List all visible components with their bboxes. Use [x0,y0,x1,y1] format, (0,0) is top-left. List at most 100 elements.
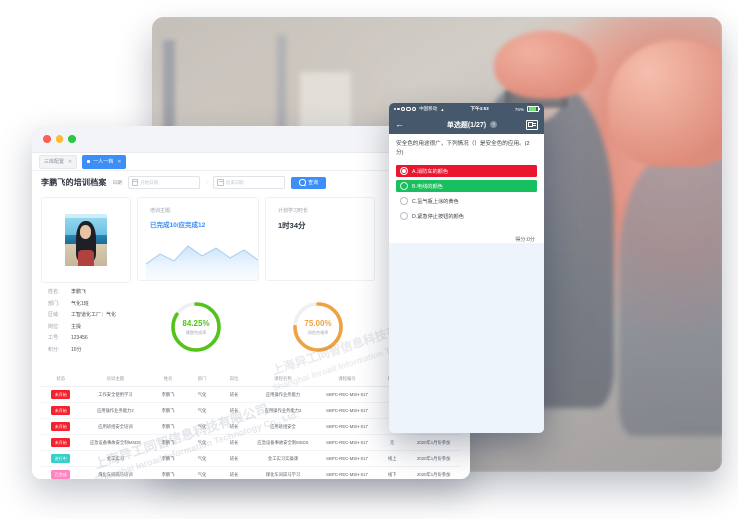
back-arrow-icon[interactable]: ← [395,119,404,129]
tab-label: 一人一档 [93,159,114,165]
radio-icon[interactable] [400,167,408,175]
close-icon[interactable]: ✕ [68,158,73,165]
cell-th: 应用班组安全培训 [80,418,151,435]
profile-info-list: 姓名: 李鹏飞 部门: 气化1班 区域: 工智道化工厂：气化 岗位: 主操 工号… [41,287,129,367]
profile-and-metrics-row: 姓名: 李鹏飞 部门: 气化1班 区域: 工智道化工厂：气化 岗位: 主操 工号… [32,283,470,367]
start-date-placeholder: 开始日期 [140,179,158,185]
pass-rate-card: 75.00% 测验合格率 [263,287,373,367]
col-theme: 培训主题 [80,371,151,387]
cell-cd: SBPC-REC-MSH-017 [315,386,379,403]
cell-ps: 班长 [218,386,251,403]
radio-icon[interactable] [400,182,408,190]
table-row[interactable]: 未开始 应急设备事故安全制MSDS 李鹏飞 气化 班长 应急设备事故安全制MSDS SBPC… [41,434,461,451]
cell-dp: 气化 [185,386,218,403]
search-icon [299,179,306,186]
answer-option-b[interactable]: B.电线的颜色 [396,180,537,192]
cell-cd: SBPC-REC-MSH-017 [315,402,379,419]
help-icon[interactable]: ? [490,121,497,128]
answer-card-icon[interactable] [526,119,538,130]
phone-mockup: 中国移动 ▲ 下午4:53 76% ← 单选题(1/27) ? 安全色的用途很广… [389,103,544,433]
profile-value: 123456 [71,335,88,342]
status-badge-label: 未开始 [51,390,71,399]
cell-cn: 煤化车间岗马学习 [250,466,316,479]
cell-dp: 气化 [185,434,218,451]
profile-value: 气化1班 [71,300,89,307]
cell-dt: 2020年1月份参加 [406,466,461,479]
search-button-label: 查询 [308,180,319,186]
cell-md: 线下 [378,466,407,479]
close-icon[interactable]: ✕ [117,158,122,165]
tab-label: 三库配置 [44,159,65,165]
col-post: 岗位 [218,371,251,387]
status-badge-label: 进行中 [51,454,71,463]
training-theme-label: 培训主题: [150,208,172,214]
col-dept: 部门 [185,371,218,387]
profile-value: 李鹏飞 [71,289,87,295]
answer-options-list: A.消防车的颜色 B.电线的颜色 C.氢气瓶上涂的黄色 D.紧急停止按钮的颜色 [389,164,544,233]
zoom-icon[interactable] [68,135,76,143]
search-button[interactable]: 查询 [291,176,327,189]
red-helmet-icon [608,39,722,168]
battery-percent-label: 76% [514,106,524,112]
radio-icon[interactable] [400,197,408,205]
status-badge: 未开始 [41,418,81,435]
profile-key: 部门: [48,300,60,307]
pass-rate-value: 75.00% [304,318,332,328]
cell-nm: 李鹏飞 [150,418,186,435]
dot-icon [87,160,91,163]
cell-th: 应急设备事故安全制MSDS [80,434,151,451]
cell-cn: 应用操作业务能力 [250,386,316,403]
cell-cn: 应急设备事故安全制MSDS [250,434,316,451]
answer-option-c[interactable]: C.氢气瓶上涂的黄色 [396,195,537,207]
radio-icon[interactable] [400,212,408,220]
cell-th: 工作安全使用学习 [80,386,151,403]
answer-option-label: A.消防车的颜色 [412,168,449,175]
date-filter-label: 日期 [112,179,122,185]
minimize-icon[interactable] [55,135,63,143]
calendar-icon [217,179,224,186]
cell-ps: 班长 [218,450,251,467]
end-date-placeholder: 结束日期 [225,179,244,185]
profile-value: 10分 [71,346,82,353]
answer-option-a[interactable]: A.消防车的颜色 [396,165,537,177]
table-row[interactable]: 进行中 金工实习 李鹏飞 气化 班长 金工实习实操课 SBPC-REC-MSH-017 线上 2… [41,450,461,467]
sparkline-chart [146,245,258,280]
summary-cards: 培训主题: 已完成10/应完成12 计划学习时长 1时34分 [32,194,470,283]
cell-cd: SBPC-REC-MSH-017 [315,450,379,467]
cell-cd: SBPC-REC-MSH-017 [315,434,379,451]
answer-option-label: B.电线的颜色 [412,183,443,190]
avatar-card [41,197,131,283]
close-icon[interactable] [43,135,51,143]
answer-option-d[interactable]: D.紧急停止按钮的颜色 [396,210,537,222]
status-badge-label: 未开始 [51,406,71,415]
phone-content: 安全色的用途很广，下列情况（）是安全色的应用。(2分) A.消防车的颜色 B.电线… [389,134,544,433]
end-date-input[interactable]: 结束日期 [213,176,286,189]
status-badge: 已完成 [41,466,81,479]
cell-dp: 气化 [185,402,218,419]
completion-rate-caption: 课题完成率 [185,329,207,335]
cell-dp: 气化 [185,466,218,479]
profile-value: 主操 [71,323,82,330]
start-date-input[interactable]: 开始日期 [127,176,200,189]
tab-yiren-yidang[interactable]: 一人一档 ✕ [82,154,127,169]
table-row[interactable]: 已完成 煤化车间岗马培训 李鹏飞 气化 班长 煤化车间岗马学习 SBPC-REC-MSH-0… [41,466,461,479]
profile-key: 区域: [48,312,60,319]
cell-ps: 班长 [218,434,251,451]
status-badge: 未开始 [41,434,81,451]
plan-hours-label: 计划学习时长 [278,208,309,214]
cell-md: 无 [378,434,407,451]
cell-th: 应用操作业务能力2 [80,402,151,419]
tab-sanku-peizhi[interactable]: 三库配置 ✕ [39,154,78,169]
col-status: 状态 [41,371,81,387]
phone-title: 单选题(1/27) [446,121,487,129]
plan-hours-value: 1时34分 [278,221,306,230]
cell-md: 线上 [378,450,407,467]
score-label: 得分:0分 [389,233,544,243]
phone-navbar: ← 单选题(1/27) ? [389,115,544,134]
signal-icon [394,106,416,112]
plan-hours-card: 计划学习时长 1时34分 [265,197,375,281]
cell-nm: 李鹏飞 [150,434,186,451]
wifi-icon: ▲ [440,106,445,112]
red-helmet-icon [494,30,597,99]
